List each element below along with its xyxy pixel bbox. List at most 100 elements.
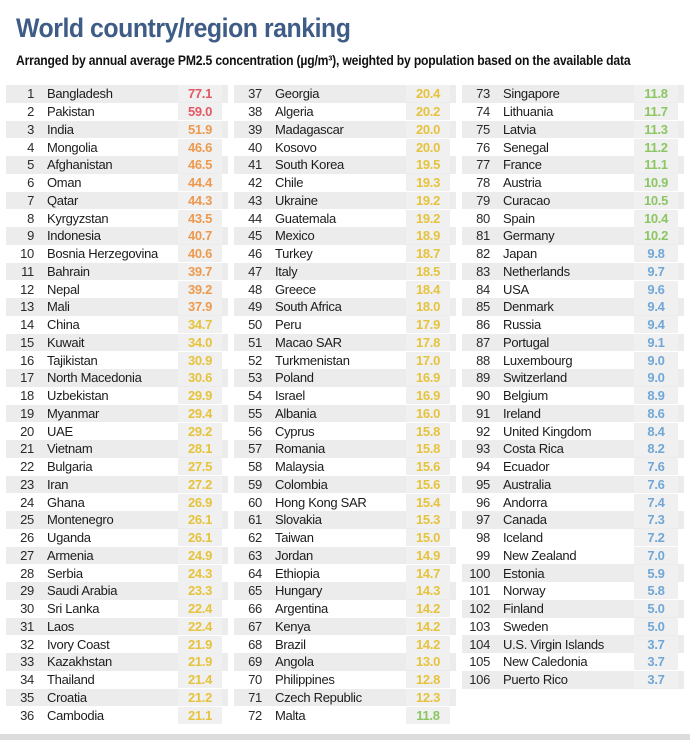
rank-cell: 49: [248, 299, 262, 315]
rank-cell: 9: [27, 228, 34, 244]
pm25-value: 20.0: [406, 138, 450, 156]
rank-cell: 29: [20, 583, 34, 599]
country-name: Singapore: [503, 86, 560, 102]
country-name: Bahrain: [47, 263, 90, 279]
country-name: India: [47, 121, 74, 137]
table-row: 2 Pakistan 59.0: [6, 103, 228, 121]
table-row: 34 Thailand 21.4: [6, 671, 228, 689]
country-name: Cyprus: [275, 423, 315, 439]
country-name: Armenia: [47, 547, 94, 563]
pm25-value: 14.2: [406, 600, 450, 618]
country-name: Ukraine: [275, 192, 318, 208]
country-name: Czech Republic: [275, 689, 362, 705]
pm25-value: 14.3: [406, 582, 450, 600]
rank-cell: 41: [248, 157, 262, 173]
table-row: 54 Israel 16.9: [234, 387, 456, 405]
country-name: USA: [503, 281, 529, 297]
country-name: Philippines: [275, 672, 335, 688]
rank-cell: 84: [476, 281, 490, 297]
table-row: 96 Andorra 7.4: [462, 493, 684, 511]
pm25-value: 5.0: [634, 600, 678, 618]
country-name: Kenya: [275, 618, 311, 634]
rank-cell: 86: [476, 317, 490, 333]
rank-cell: 75: [476, 121, 490, 137]
pm25-value: 43.5: [178, 209, 222, 227]
country-name: Mali: [47, 299, 70, 315]
table-row: 88 Luxembourg 9.0: [462, 351, 684, 369]
table-row: 77 France 11.1: [462, 156, 684, 174]
country-name: Cambodia: [47, 707, 104, 723]
pm25-value: 3.7: [634, 635, 678, 653]
pm25-value: 7.0: [634, 546, 678, 564]
country-name: Indonesia: [47, 228, 101, 244]
pm25-value: 9.8: [634, 245, 678, 263]
ranking-table: 1 Bangladesh 77.1 2 Pakistan 59.0 3 India 51.9 4 M…: [0, 85, 690, 724]
table-row: 59 Colombia 15.6: [234, 475, 456, 494]
table-row: 10 Bosnia Herzegovina 40.6: [6, 245, 228, 263]
pm25-value: 27.2: [178, 475, 222, 493]
ranking-column-1: 1 Bangladesh 77.1 2 Pakistan 59.0 3 India 51.9 4 M…: [6, 85, 228, 724]
country-name: Pakistan: [47, 104, 95, 120]
table-row: 56 Cyprus 15.8: [234, 422, 456, 440]
rank-cell: 7: [27, 192, 34, 208]
country-name: Kyrgyzstan: [47, 210, 109, 226]
pm25-value: 15.3: [406, 511, 450, 529]
table-row: 87 Portugal 9.1: [462, 333, 684, 352]
pm25-value: 7.3: [634, 511, 678, 529]
country-name: Japan: [503, 246, 537, 262]
table-row: 69 Angola 13.0: [234, 653, 456, 671]
rank-cell: 13: [20, 299, 34, 315]
rank-cell: 3: [27, 121, 34, 137]
country-name: Greece: [275, 281, 316, 297]
table-row: 35 Croatia 21.2: [6, 688, 228, 707]
table-row: 80 Spain 10.4: [462, 209, 684, 227]
country-name: Kazakhstan: [47, 654, 112, 670]
pm25-value: 7.6: [634, 475, 678, 493]
rank-cell: 68: [248, 636, 262, 652]
table-row: 13 Mali 37.9: [6, 298, 228, 316]
table-row: 51 Macao SAR 17.8: [234, 333, 456, 352]
country-name: Poland: [275, 370, 314, 386]
pm25-value: 19.2: [406, 209, 450, 227]
pm25-value: 15.0: [406, 529, 450, 547]
pm25-value: 10.2: [634, 227, 678, 245]
country-name: Croatia: [47, 689, 87, 705]
table-row: 68 Brazil 14.2: [234, 635, 456, 653]
table-row: 67 Kenya 14.2: [234, 617, 456, 636]
pm25-value: 19.5: [406, 156, 450, 174]
rank-cell: 87: [476, 334, 490, 350]
rank-cell: 64: [248, 565, 262, 581]
country-name: Chile: [275, 175, 304, 191]
pm25-value: 15.4: [406, 493, 450, 511]
country-name: South Africa: [275, 299, 342, 315]
rank-cell: 73: [476, 86, 490, 102]
ranking-column-3: 73 Singapore 11.8 74 Lithuania 11.7 75 Latvia 11…: [462, 85, 684, 724]
table-row: 44 Guatemala 19.2: [234, 209, 456, 227]
pm25-value: 11.2: [634, 138, 678, 156]
pm25-value: 10.5: [634, 191, 678, 209]
pm25-value: 22.4: [178, 617, 222, 635]
country-name: Malaysia: [275, 459, 324, 475]
pm25-value: 17.8: [406, 333, 450, 351]
pm25-value: 15.8: [406, 440, 450, 458]
country-name: France: [503, 157, 542, 173]
pm25-value: 29.4: [178, 404, 222, 422]
rank-cell: 42: [248, 175, 262, 191]
table-row: 37 Georgia 20.4: [234, 85, 456, 103]
pm25-value: 34.0: [178, 333, 222, 351]
pm25-value: 15.8: [406, 422, 450, 440]
table-row: 3 India 51.9: [6, 120, 228, 139]
table-row: 72 Malta 11.8: [234, 706, 456, 724]
country-name: Austria: [503, 175, 542, 191]
table-row: 66 Argentina 14.2: [234, 600, 456, 618]
country-name: Albania: [275, 405, 317, 421]
pm25-value: 39.7: [178, 262, 222, 280]
rank-cell: 28: [20, 565, 34, 581]
rank-cell: 85: [476, 299, 490, 315]
rank-cell: 21: [20, 441, 34, 457]
rank-cell: 104: [469, 636, 490, 652]
pm25-value: 9.4: [634, 316, 678, 334]
country-name: Georgia: [275, 86, 320, 102]
country-name: Iran: [47, 476, 69, 492]
rank-cell: 83: [476, 263, 490, 279]
